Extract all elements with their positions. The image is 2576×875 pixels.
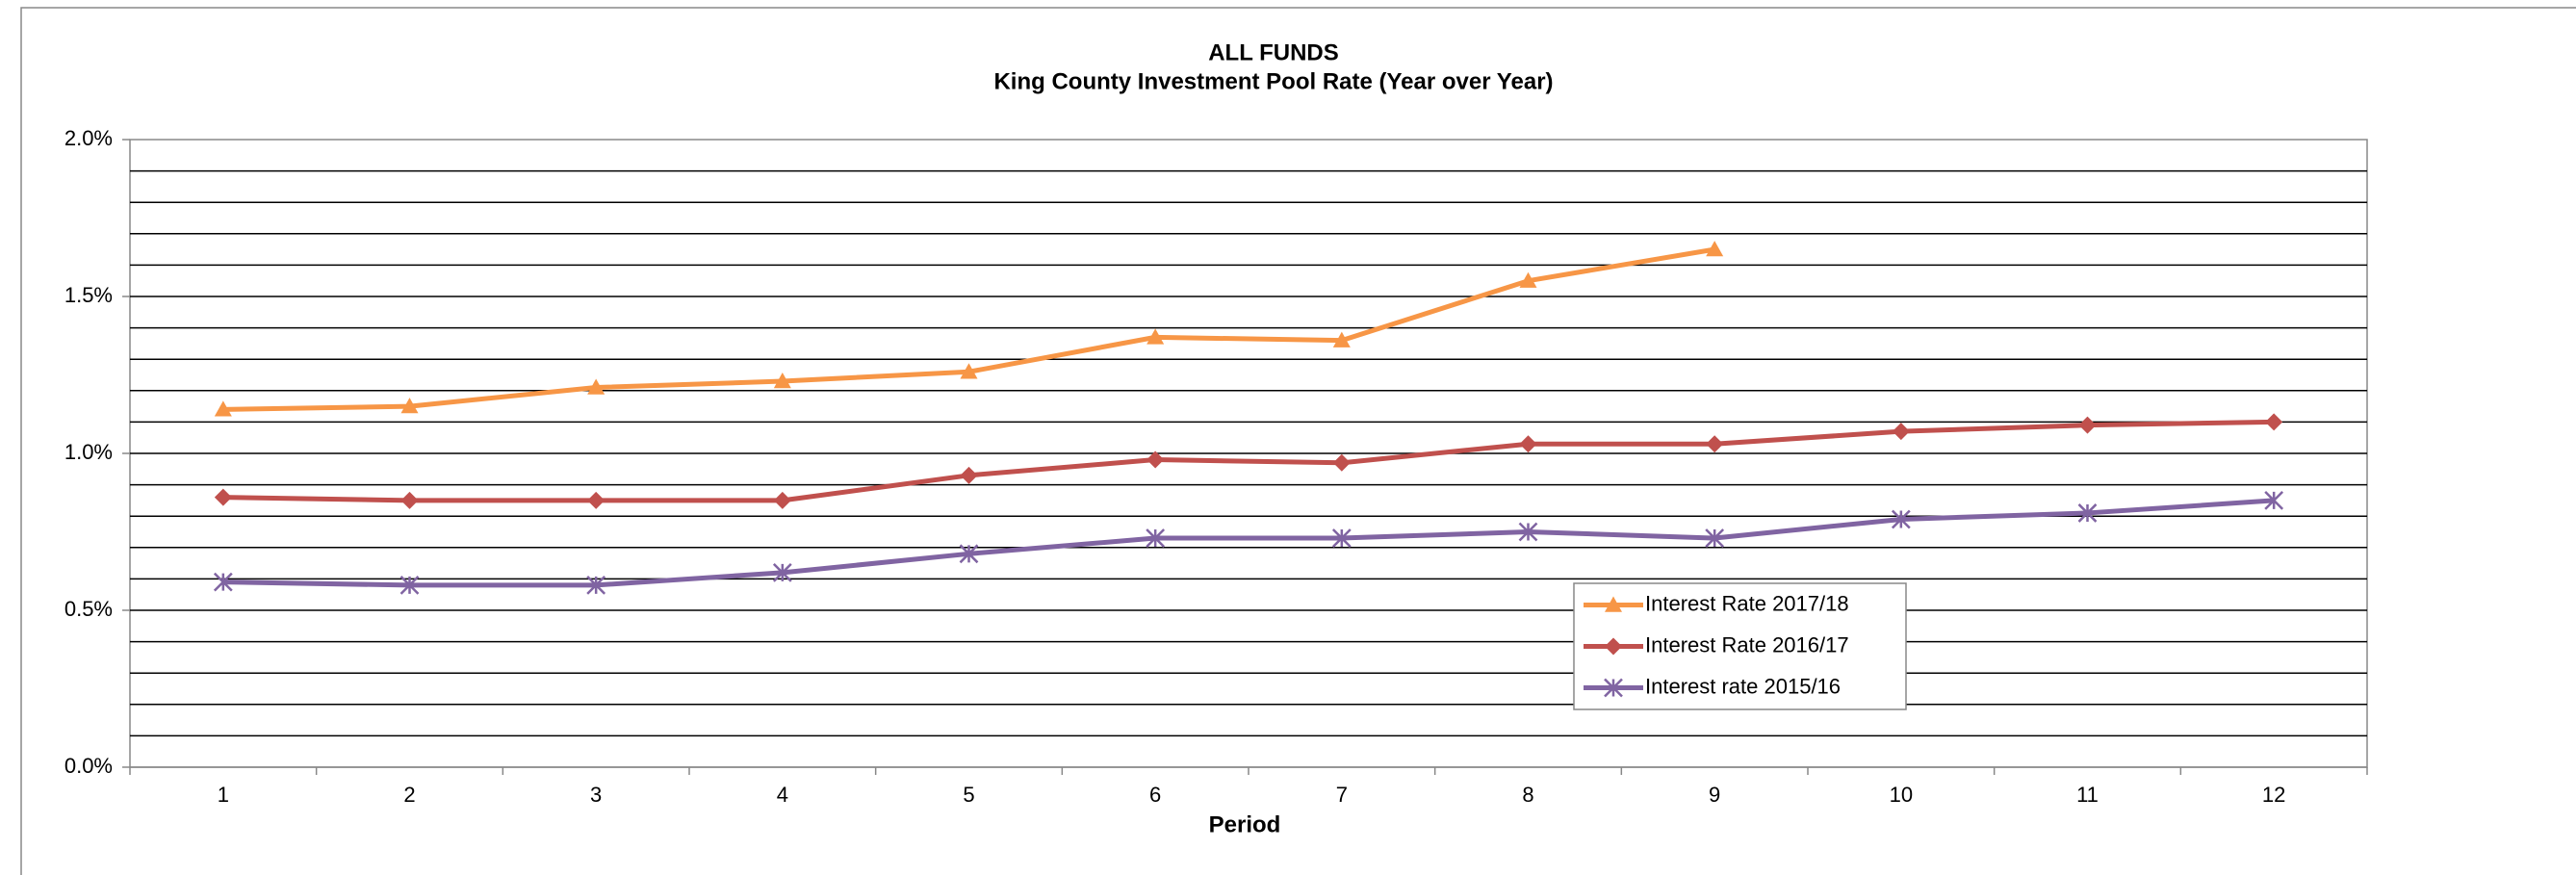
legend-label: Interest rate 2015/16 [1645, 674, 1841, 698]
x-tick-label: 3 [590, 783, 602, 807]
marker [587, 491, 605, 509]
x-tick-label: 11 [2076, 783, 2099, 807]
marker [399, 576, 420, 595]
chart-frame [20, 7, 2576, 875]
x-tick-label: 7 [1336, 783, 1348, 807]
marker [1705, 528, 1725, 548]
legend-label: Interest Rate 2016/17 [1645, 632, 1849, 656]
marker [586, 576, 606, 595]
y-tick-label: 1.0% [64, 440, 113, 464]
marker [214, 488, 232, 506]
legend-marker [1605, 637, 1622, 656]
y-tick-label: 2.0% [64, 126, 113, 150]
x-tick-label: 8 [1522, 783, 1533, 807]
marker [2264, 491, 2284, 510]
series-line [222, 419, 2275, 503]
y-tick-label: 0.0% [64, 754, 113, 778]
marker [1706, 435, 1724, 453]
x-tick-label: 6 [1149, 783, 1161, 807]
marker [2265, 413, 2283, 431]
legend-label: Interest Rate 2017/18 [1645, 591, 1849, 615]
marker [587, 378, 605, 395]
marker [1892, 423, 1910, 441]
marker [772, 562, 792, 582]
marker [400, 491, 419, 509]
marker [960, 466, 978, 484]
marker [1706, 241, 1724, 257]
x-tick-label: 12 [2262, 783, 2285, 807]
marker [1332, 331, 1351, 347]
x-tick-label: 9 [1709, 783, 1720, 807]
x-tick-label: 4 [777, 783, 788, 807]
legend: Interest Rate 2017/18 Interest Rate 2016/… [1573, 582, 1907, 710]
marker [773, 491, 791, 509]
series-line [222, 498, 2275, 588]
marker [214, 400, 232, 417]
marker [2078, 416, 2097, 434]
y-tick-label: 1.5% [64, 283, 113, 307]
marker [1146, 328, 1165, 345]
marker [1146, 450, 1165, 469]
legend-marker [1605, 596, 1622, 612]
x-tick-label: 2 [403, 783, 415, 807]
x-tick-label: 10 [1890, 783, 1913, 807]
x-tick-label: 1 [218, 783, 229, 807]
marker [959, 544, 979, 564]
y-tick-label: 0.5% [64, 597, 113, 621]
x-tick-label: 5 [963, 783, 974, 807]
marker [960, 363, 978, 379]
marker [1519, 435, 1537, 453]
marker [400, 398, 419, 414]
marker [773, 373, 791, 389]
marker [1891, 509, 1911, 529]
marker [1331, 528, 1352, 548]
marker [1519, 271, 1537, 288]
marker [1332, 453, 1351, 472]
x-axis-title: Period [1209, 811, 1281, 837]
marker [213, 572, 233, 592]
marker [1146, 528, 1166, 548]
marker [1518, 522, 1538, 542]
legend-marker [1604, 678, 1623, 698]
chart-title: ALL FUNDS [1208, 39, 1339, 65]
marker [2077, 503, 2098, 523]
chart-subtitle: King County Investment Pool Rate (Year o… [993, 68, 1553, 94]
